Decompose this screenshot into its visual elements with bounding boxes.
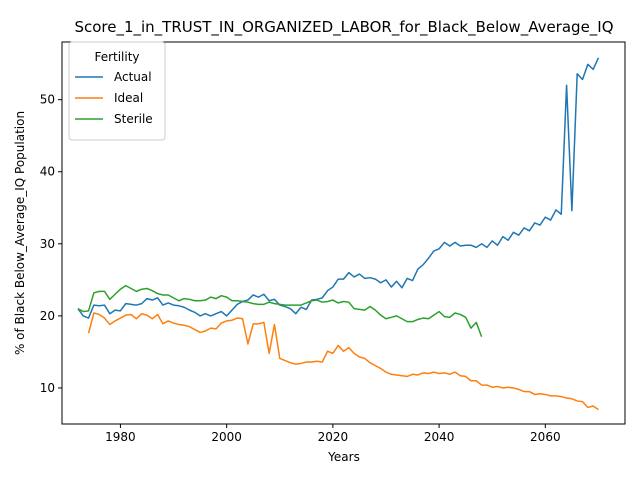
legend: Fertility Actual Ideal Sterile (68, 41, 166, 141)
series-line-sterile (77, 284, 483, 338)
x-tick-label: 1980 (105, 430, 136, 444)
series-line-actual (77, 57, 600, 319)
legend-label-ideal: Ideal (114, 91, 143, 105)
y-tick-label: 30 (40, 237, 55, 251)
legend-title: Fertility (94, 50, 139, 64)
y-axis-label: % of Black Below_Average_IQ Population (13, 111, 27, 355)
plot-area (77, 57, 600, 411)
x-tick-label: 2040 (424, 430, 455, 444)
x-tick-label: 2020 (318, 430, 349, 444)
legend-label-actual: Actual (114, 70, 152, 84)
x-axis-label: Years (327, 450, 360, 464)
y-axis: 10 20 30 40 50 (40, 93, 62, 395)
series-line-ideal (87, 312, 599, 411)
x-tick-label: 2060 (530, 430, 561, 444)
legend-box (68, 41, 166, 141)
y-tick-label: 40 (40, 165, 55, 179)
x-tick-label: 2000 (211, 430, 242, 444)
chart-title: Score_1_in_TRUST_IN_ORGANIZED_LABOR_for_… (74, 18, 613, 37)
y-tick-label: 50 (40, 93, 55, 107)
x-axis: 1980 2000 2020 2040 2060 (105, 424, 561, 444)
y-tick-label: 20 (40, 309, 55, 323)
plot-frame (61, 41, 626, 425)
legend-label-sterile: Sterile (114, 112, 153, 126)
y-tick-label: 10 (40, 381, 55, 395)
